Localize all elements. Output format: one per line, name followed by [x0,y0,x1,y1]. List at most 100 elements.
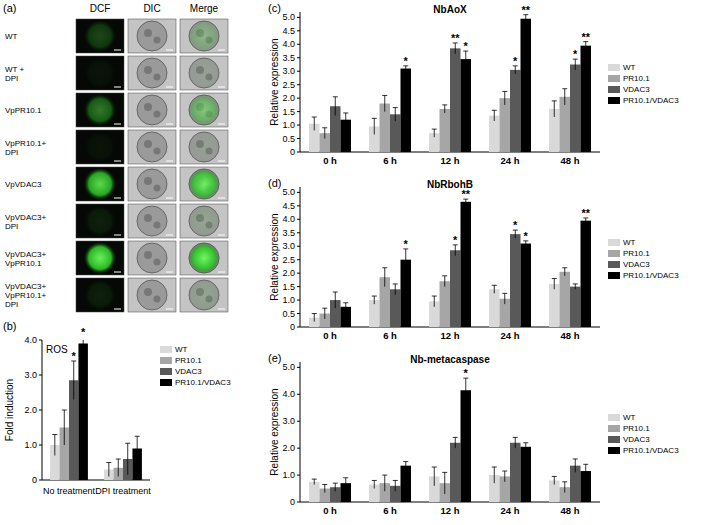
row-label: VpPR10.1+ [5,139,46,148]
y-tick-label: 0.5 [282,134,295,144]
micrograph [180,204,228,238]
fluorescence [84,57,116,89]
micrograph [180,130,228,164]
significance-mark: ** [581,31,590,43]
legend-swatch [608,250,620,257]
row-label: DPI [5,74,18,83]
chloroplast [144,251,152,259]
protoplast-outline [189,243,219,273]
y-tick-label: 3.5 [282,53,295,63]
protoplast-outline [189,132,219,162]
legend-swatch [608,97,620,104]
error-bar [513,66,518,74]
error-bar [312,314,317,322]
scale-bar [114,198,121,199]
significance-mark: * [404,238,409,250]
row-label: DPI [5,300,18,309]
legend-label: VDAC3 [623,435,650,444]
title: NbAoX [433,4,467,15]
protoplast-outline [137,243,167,273]
row-label: VpVDAC3+ [5,213,46,222]
y-tick-label: 0.5 [282,309,295,319]
y-tick [297,246,300,247]
significance-mark: * [513,219,518,231]
y-tick-label: 4.0 [282,389,295,399]
significance-mark: * [404,55,409,67]
y-axis-label: Relative expression [269,388,280,475]
chart: 00.51.01.52.02.53.03.54.04.55.00 h6 h12 … [268,177,679,341]
y-tick [297,138,300,139]
protoplast-outline [189,206,219,236]
scale-bar [114,87,121,88]
fluorescence [188,94,220,126]
legend-label: PR10.1/VDAC3 [623,271,679,280]
row-label: WT [5,32,18,41]
row-label: DPI [5,148,18,157]
bar [461,202,472,327]
panel-label: (e) [268,352,281,364]
y-tick-label: 2.5 [282,80,295,90]
y-tick [297,286,300,287]
y-tick-label: 0 [290,147,295,157]
micrograph [128,93,176,127]
y-tick-label: 0 [32,475,37,485]
error-bar [382,268,387,287]
fluorescence [84,279,116,311]
chloroplast [144,288,152,296]
fluorescence [188,168,220,200]
legend-swatch [608,272,620,279]
scale-bar [114,50,121,51]
row-label: VpVDAC3+ [5,282,46,291]
error-bar [562,89,567,105]
scale-bar [166,198,173,199]
fluorescence [188,279,220,311]
legend-swatch [608,86,620,93]
y-tick-label: 0 [290,322,295,332]
error-bar [393,480,398,491]
bar [489,116,500,152]
protoplast-outline [189,21,219,51]
bar [440,281,451,327]
error-bar [502,471,507,482]
scale-bar [166,87,173,88]
legend-swatch [608,75,620,82]
error-bar [523,15,528,23]
protoplast-outline [189,169,219,199]
significance-mark: * [573,48,578,60]
y-tick-label: 5.0 [282,187,295,197]
x-tick-label: 48 h [560,505,579,516]
micrograph [76,130,124,164]
chloroplast [144,66,152,74]
scale-bar [114,161,121,162]
row-label: VpVDAC3 [5,180,42,189]
bar [549,284,560,327]
scale-bar [166,124,173,125]
error-bar [372,118,377,134]
bar [461,59,472,152]
y-axis-label: Relative expression [269,38,280,125]
bar [510,443,521,502]
panel-label: (b) [3,320,16,332]
y-tick [297,327,300,328]
error-bar [403,249,408,271]
y-tick [297,313,300,314]
legend-swatch [160,368,172,375]
y-tick [297,259,300,260]
significance-mark: * [72,350,77,362]
significance-mark: ** [451,32,460,44]
legend-swatch [608,425,620,432]
y-tick-label: 4.0 [24,335,37,345]
significance-mark: * [464,367,469,379]
y-tick [39,445,42,446]
y-tick [297,367,300,368]
y-tick [39,375,42,376]
protoplast-outline [137,206,167,236]
bar [500,98,511,152]
y-tick-label: 5.0 [282,12,295,22]
chloroplast [144,29,152,37]
error-bar [562,482,567,493]
scale-bar [114,124,121,125]
error-bar [453,437,458,448]
error-bar [322,128,327,139]
legend-label: PR10.1 [623,74,650,83]
